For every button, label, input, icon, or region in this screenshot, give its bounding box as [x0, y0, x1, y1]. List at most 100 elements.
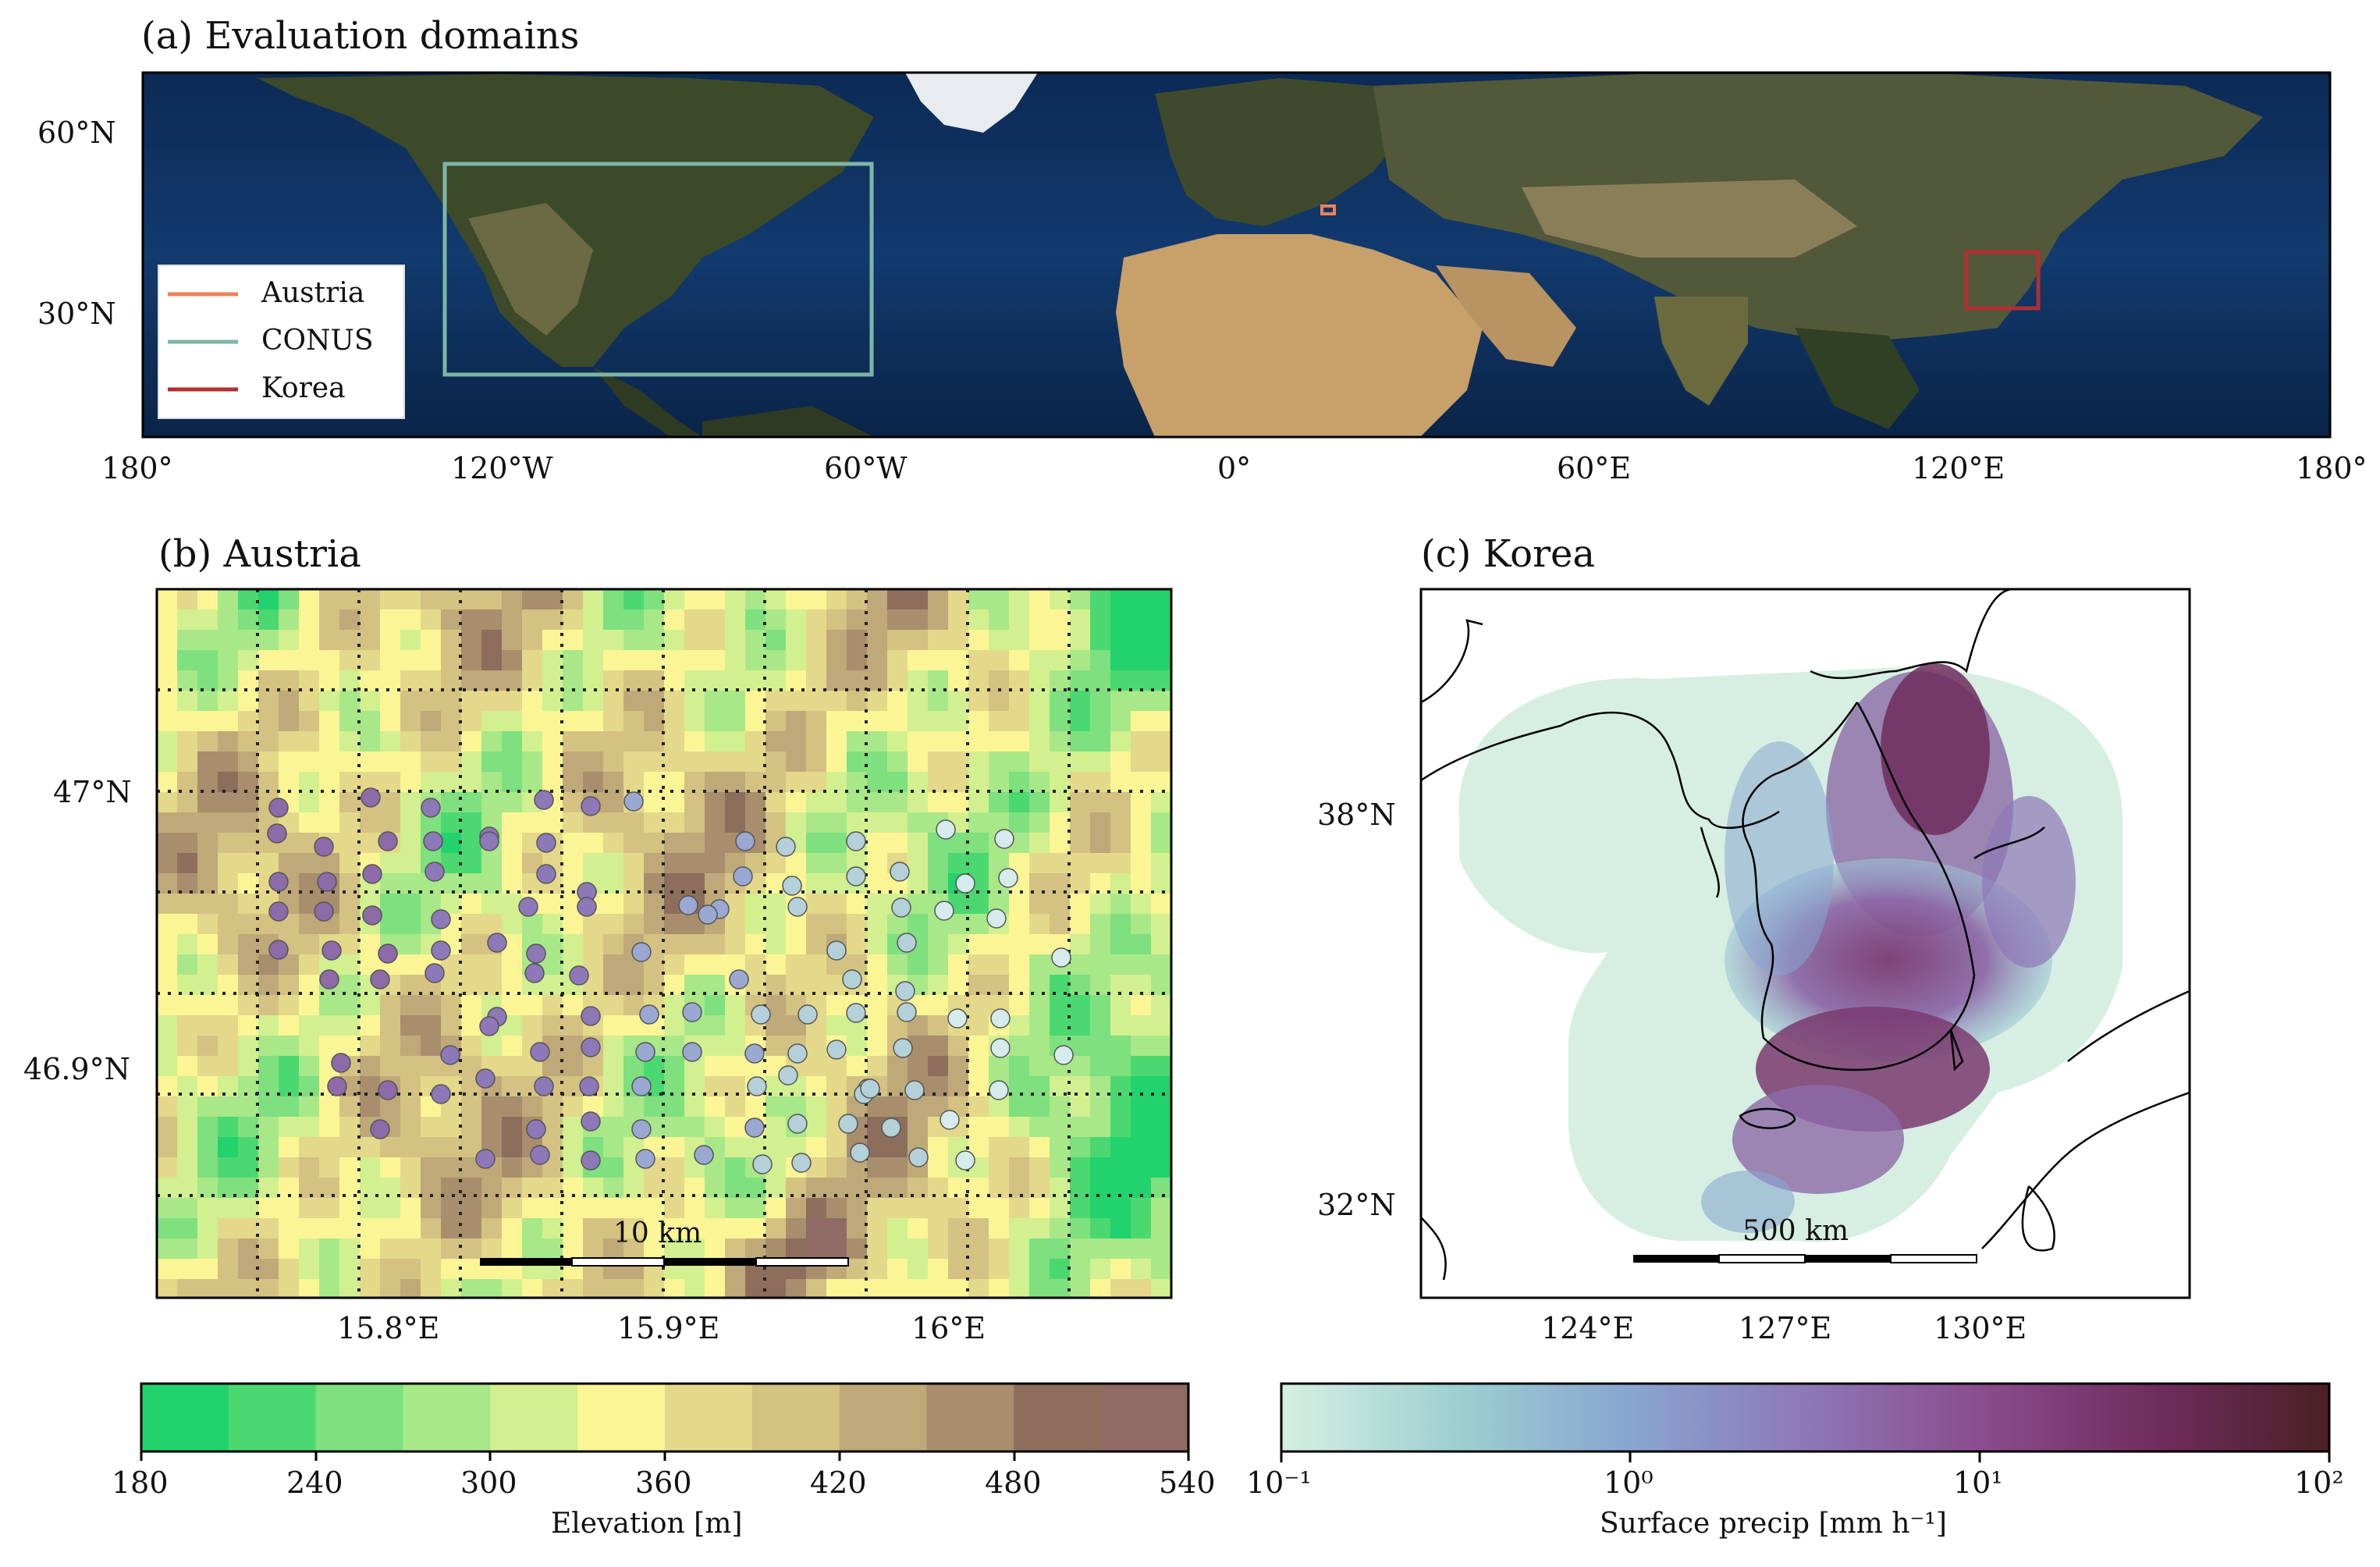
- elevation-cell: [705, 650, 726, 671]
- elevation-cell: [867, 833, 888, 854]
- elevation-cell: [826, 914, 847, 935]
- elevation-cell: [644, 711, 665, 732]
- elevation-cell: [279, 1117, 300, 1138]
- elevation-cell: [766, 711, 787, 732]
- elevation-cell: [623, 650, 645, 671]
- elevation-cell: [360, 833, 381, 854]
- elevation-cell: [908, 914, 929, 935]
- lon-tick: 180°: [2296, 451, 2368, 485]
- elevation-cell: [279, 1096, 300, 1118]
- elevation-cell: [826, 853, 847, 874]
- elevation-cell: [1110, 1157, 1131, 1178]
- elevation-cell: [1090, 650, 1111, 671]
- cbar-tick: 10⁻¹: [1246, 1466, 1312, 1500]
- elevation-cell: [1131, 1238, 1152, 1260]
- elevation-cell: [826, 1198, 847, 1219]
- elevation-cell: [1131, 1036, 1152, 1057]
- elevation-cell: [238, 954, 259, 975]
- elevation-cell: [1110, 1279, 1131, 1298]
- elevation-cell: [218, 691, 239, 712]
- elevation-cell: [1029, 731, 1050, 752]
- elevation-cell: [1050, 894, 1071, 915]
- map-a-frame: [141, 71, 2332, 439]
- elevation-cell: [1070, 1238, 1091, 1260]
- elevation-cell: [908, 609, 929, 631]
- elevation-cell: [481, 1238, 503, 1260]
- elevation-cell: [623, 1238, 645, 1260]
- elevation-cell: [745, 792, 766, 813]
- station-point: [635, 1149, 655, 1169]
- elevation-cell: [867, 853, 888, 874]
- elevation-cell: [563, 630, 584, 651]
- central-america: [593, 367, 702, 437]
- elevation-cell: [238, 1157, 259, 1178]
- elevation-cell: [319, 1198, 340, 1219]
- elevation-cell: [339, 954, 361, 975]
- elevation-cell: [928, 792, 949, 813]
- elevation-cell: [279, 995, 300, 1016]
- elevation-cell: [623, 833, 645, 854]
- elevation-cell: [968, 1015, 989, 1036]
- elevation-cell: [461, 711, 482, 732]
- elevation-cell: [1070, 691, 1091, 712]
- elevation-cell: [339, 812, 361, 833]
- elevation-cell: [968, 894, 989, 915]
- elevation-cell: [238, 1117, 259, 1138]
- elevation-cell: [380, 630, 401, 651]
- elevation-cell: [157, 1178, 178, 1199]
- station-point: [729, 969, 749, 990]
- elevation-cell: [1029, 812, 1050, 833]
- elevation-cell: [826, 630, 847, 651]
- elevation-cell: [258, 1279, 279, 1298]
- elevation-cell: [339, 833, 361, 854]
- elevation-cell: [664, 1015, 685, 1036]
- elevation-cell: [725, 1279, 746, 1298]
- elevation-cell: [908, 894, 929, 915]
- elevation-cell: [421, 752, 442, 773]
- elevation-cell: [319, 630, 340, 651]
- elevation-cell: [238, 589, 259, 610]
- elevation-cell: [1070, 589, 1091, 610]
- elevation-cell: [421, 589, 442, 610]
- elevation-cell: [968, 1218, 989, 1239]
- elevation-cell: [725, 1015, 746, 1036]
- scalebar-b-label: 10 km: [613, 1217, 702, 1249]
- elevation-cell: [1090, 1036, 1111, 1057]
- precip-area: [1701, 1171, 1795, 1233]
- elevation-cell: [157, 691, 178, 712]
- elevation-cell: [1070, 812, 1091, 833]
- elevation-cell: [684, 1218, 705, 1239]
- elevation-cell: [461, 1279, 482, 1298]
- elevation-cell: [766, 1036, 787, 1057]
- elevation-cell: [745, 650, 766, 671]
- elevation-cell: [441, 792, 462, 813]
- station-point: [424, 862, 445, 882]
- elevation-cell: [1131, 812, 1152, 833]
- elevation-cell: [583, 670, 604, 691]
- elevation-cell: [1009, 711, 1030, 732]
- elevation-cell: [461, 1238, 482, 1260]
- elevation-cell: [481, 1218, 503, 1239]
- scalebar-c-seg: [1718, 1254, 1806, 1263]
- elevation-cell: [522, 609, 543, 631]
- elevation-cell: [684, 650, 705, 671]
- station-point: [518, 897, 538, 917]
- lat-tick: 32°N: [1317, 1188, 1396, 1222]
- africa-land: [1116, 234, 1483, 437]
- elevation-cell: [968, 1279, 989, 1298]
- elevation-cell: [1029, 1157, 1050, 1178]
- elevation-cell: [563, 589, 584, 610]
- station-point: [826, 1039, 847, 1060]
- elevation-cell: [806, 914, 827, 935]
- elevation-cell: [1050, 609, 1071, 631]
- station-point: [897, 1002, 917, 1022]
- elevation-cell: [1009, 934, 1030, 955]
- elevation-cell: [522, 1015, 543, 1036]
- elevation-cell: [745, 812, 766, 833]
- elevation-cell: [806, 1056, 827, 1077]
- elevation-cell: [1151, 609, 1171, 631]
- station-point: [581, 1150, 601, 1171]
- elevation-cell: [238, 1036, 259, 1057]
- elevation-cell: [928, 1015, 949, 1036]
